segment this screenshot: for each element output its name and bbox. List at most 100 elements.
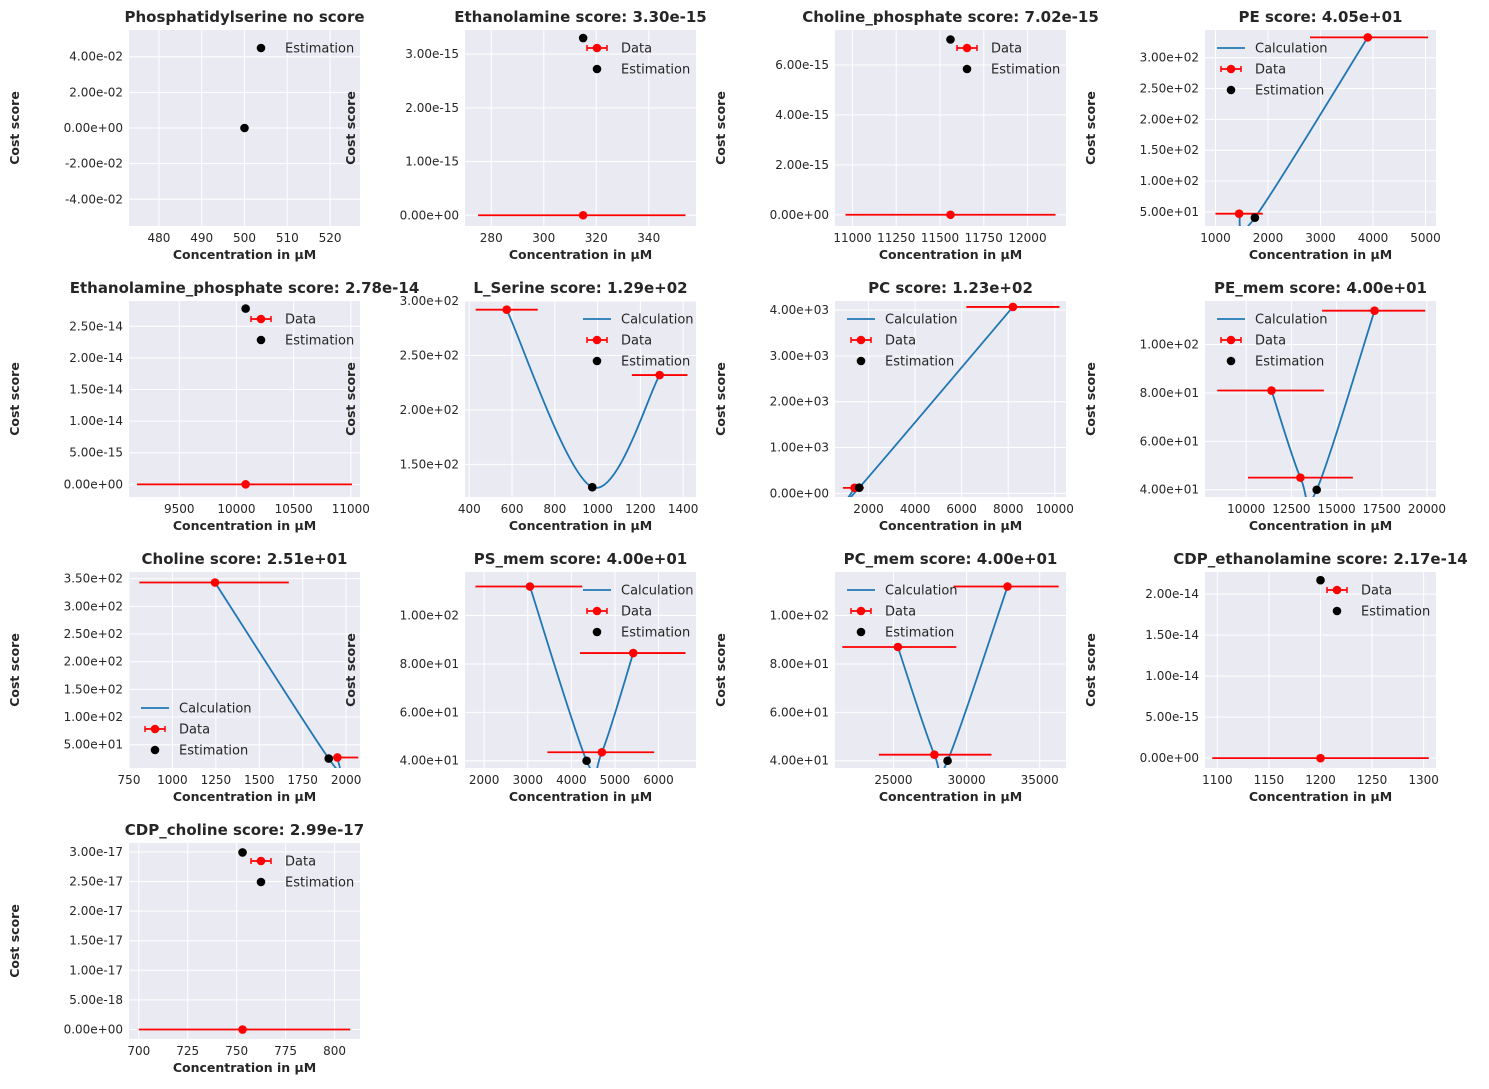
- estimation-point: [241, 304, 250, 313]
- legend-label: Data: [285, 313, 316, 328]
- subplot-3: 11000 11250 11500 11750 12000 0.00e+00 2.00e-1…: [713, 8, 1099, 262]
- estimation-point: [582, 756, 591, 766]
- chart-marks: [475, 582, 686, 768]
- x-tick-label: 340: [637, 231, 660, 245]
- x-tick-label: 1500: [244, 773, 275, 787]
- y-axis-label: Cost score: [1083, 91, 1098, 165]
- x-tick-label: 2000: [469, 773, 500, 787]
- legend-label: Estimation: [285, 334, 354, 349]
- x-tick-label: 1200: [625, 502, 656, 516]
- estimation-point: [578, 33, 588, 43]
- legend-label: Calculation: [1255, 42, 1328, 57]
- y-axis-label: Cost score: [1083, 633, 1098, 707]
- data-point: [1296, 473, 1305, 482]
- plot-area: [465, 30, 696, 226]
- legend-estimation-marker: [856, 627, 866, 637]
- y-tick-label: 4.00e-15: [775, 108, 829, 122]
- plot-area: [465, 301, 696, 497]
- legend-label: Data: [991, 42, 1022, 57]
- legend-label: Estimation: [621, 63, 690, 78]
- y-tick-label: 2.00e+02: [64, 655, 123, 669]
- y-tick-label: 1.00e+02: [1140, 338, 1199, 352]
- legend-label: Data: [285, 855, 316, 870]
- y-axis-label: Cost score: [7, 904, 22, 978]
- y-axis-label: Cost score: [7, 633, 22, 707]
- data-point: [946, 210, 955, 220]
- legend-label: Calculation: [179, 702, 252, 717]
- legend-label: Estimation: [621, 355, 690, 370]
- x-tick-label: 1000: [1200, 231, 1231, 245]
- y-tick-label: 3.00e-15: [405, 47, 459, 61]
- x-axis-label: Concentration in µM: [1249, 518, 1392, 533]
- legend-label: Calculation: [621, 584, 694, 599]
- legend-label: Estimation: [885, 355, 954, 370]
- estimation-point: [1250, 213, 1260, 222]
- y-tick-label: 2.50e+02: [1140, 82, 1199, 96]
- data-point: [1008, 302, 1018, 312]
- x-tick-label: 1100: [1202, 773, 1233, 787]
- y-axis-label: Cost score: [7, 362, 22, 436]
- x-tick-label: 490: [190, 231, 213, 245]
- x-tick-label: 2000: [1253, 231, 1284, 245]
- data-point: [930, 750, 939, 759]
- x-tick-label: 10000: [217, 502, 255, 516]
- x-axis-label: Concentration in µM: [879, 518, 1022, 533]
- x-tick-label: 510: [276, 231, 299, 245]
- y-tick-label: 6.00e+01: [400, 705, 459, 719]
- legend: Calculation Data Estimation: [583, 313, 694, 370]
- y-axis-label: Cost score: [343, 362, 358, 436]
- data-point: [241, 480, 250, 489]
- y-tick-label: 5.00e-18: [69, 993, 123, 1007]
- y-tick-label: 2.00e-15: [775, 158, 829, 172]
- subplot-10: 2000 3000 4000 5000 6000 4.00e+01 6.00e+01 8.00…: [343, 550, 696, 804]
- subplot-13: 700 725 750 775 800 0.00e+00 5.00e-18 1.00e-17 1…: [7, 821, 364, 1075]
- legend-label: Data: [1255, 63, 1286, 78]
- x-tick-label: 800: [543, 502, 566, 516]
- y-tick-label: 3.00e+03: [770, 349, 829, 363]
- y-tick-label: 1.00e-17: [69, 963, 123, 977]
- y-tick-label: 1.00e-15: [405, 155, 459, 169]
- legend-data-marker: [856, 335, 866, 345]
- y-tick-label: 8.00e+01: [770, 657, 829, 671]
- data-point: [333, 753, 342, 762]
- legend-data-marker: [592, 606, 602, 616]
- x-tick-label: 20000: [1408, 502, 1446, 516]
- plot-area: [835, 301, 1066, 497]
- x-tick-label: 1000: [582, 502, 613, 516]
- legend-estimation-marker: [150, 745, 160, 755]
- x-tick-label: 35000: [1021, 773, 1059, 787]
- legend-label: Calculation: [621, 313, 694, 328]
- y-tick-label: 3.00e-17: [69, 845, 123, 859]
- data-point: [1316, 753, 1325, 763]
- legend-label: Estimation: [285, 876, 354, 891]
- x-axis-label: Concentration in µM: [509, 247, 652, 262]
- x-tick-label: 15000: [1317, 502, 1355, 516]
- subplot-4: 1000 2000 3000 4000 5000 5.00e+01 1.00e+02 1.50…: [1083, 8, 1441, 262]
- y-tick-label: 1.00e+02: [1140, 174, 1199, 188]
- x-tick-label: 725: [176, 1044, 199, 1058]
- legend-estimation-marker: [962, 64, 972, 74]
- y-tick-label: 1.50e-14: [1145, 628, 1199, 642]
- chart-title: Ethanolamine score: 3.30e-15: [454, 8, 707, 26]
- legend: Data Estimation: [250, 313, 354, 349]
- subplot-12: 1100 1150 1200 1250 1300 0.00e+00 5.00e-15 1.00…: [1083, 550, 1468, 804]
- calculation-line: [897, 586, 1009, 768]
- x-tick-label: 12000: [1008, 231, 1046, 245]
- chart-marks: [478, 33, 686, 220]
- x-tick-label: 12500: [1272, 502, 1310, 516]
- estimation-point: [1312, 485, 1322, 495]
- y-tick-label: 1.50e+02: [64, 682, 123, 696]
- y-axis-label: Cost score: [343, 633, 358, 707]
- y-tick-label: 2.50e-17: [69, 874, 123, 888]
- y-tick-label: 1.00e+02: [400, 609, 459, 623]
- legend-label: Data: [1361, 584, 1392, 599]
- y-axis-label: Cost score: [713, 633, 728, 707]
- calculation-line: [1238, 36, 1369, 226]
- y-tick-label: 3.00e+02: [400, 294, 459, 308]
- data-point: [655, 370, 664, 380]
- legend-label: Estimation: [885, 626, 954, 641]
- x-axis-label: Concentration in µM: [173, 247, 316, 262]
- x-tick-label: 750: [118, 773, 141, 787]
- data-point: [238, 1025, 247, 1034]
